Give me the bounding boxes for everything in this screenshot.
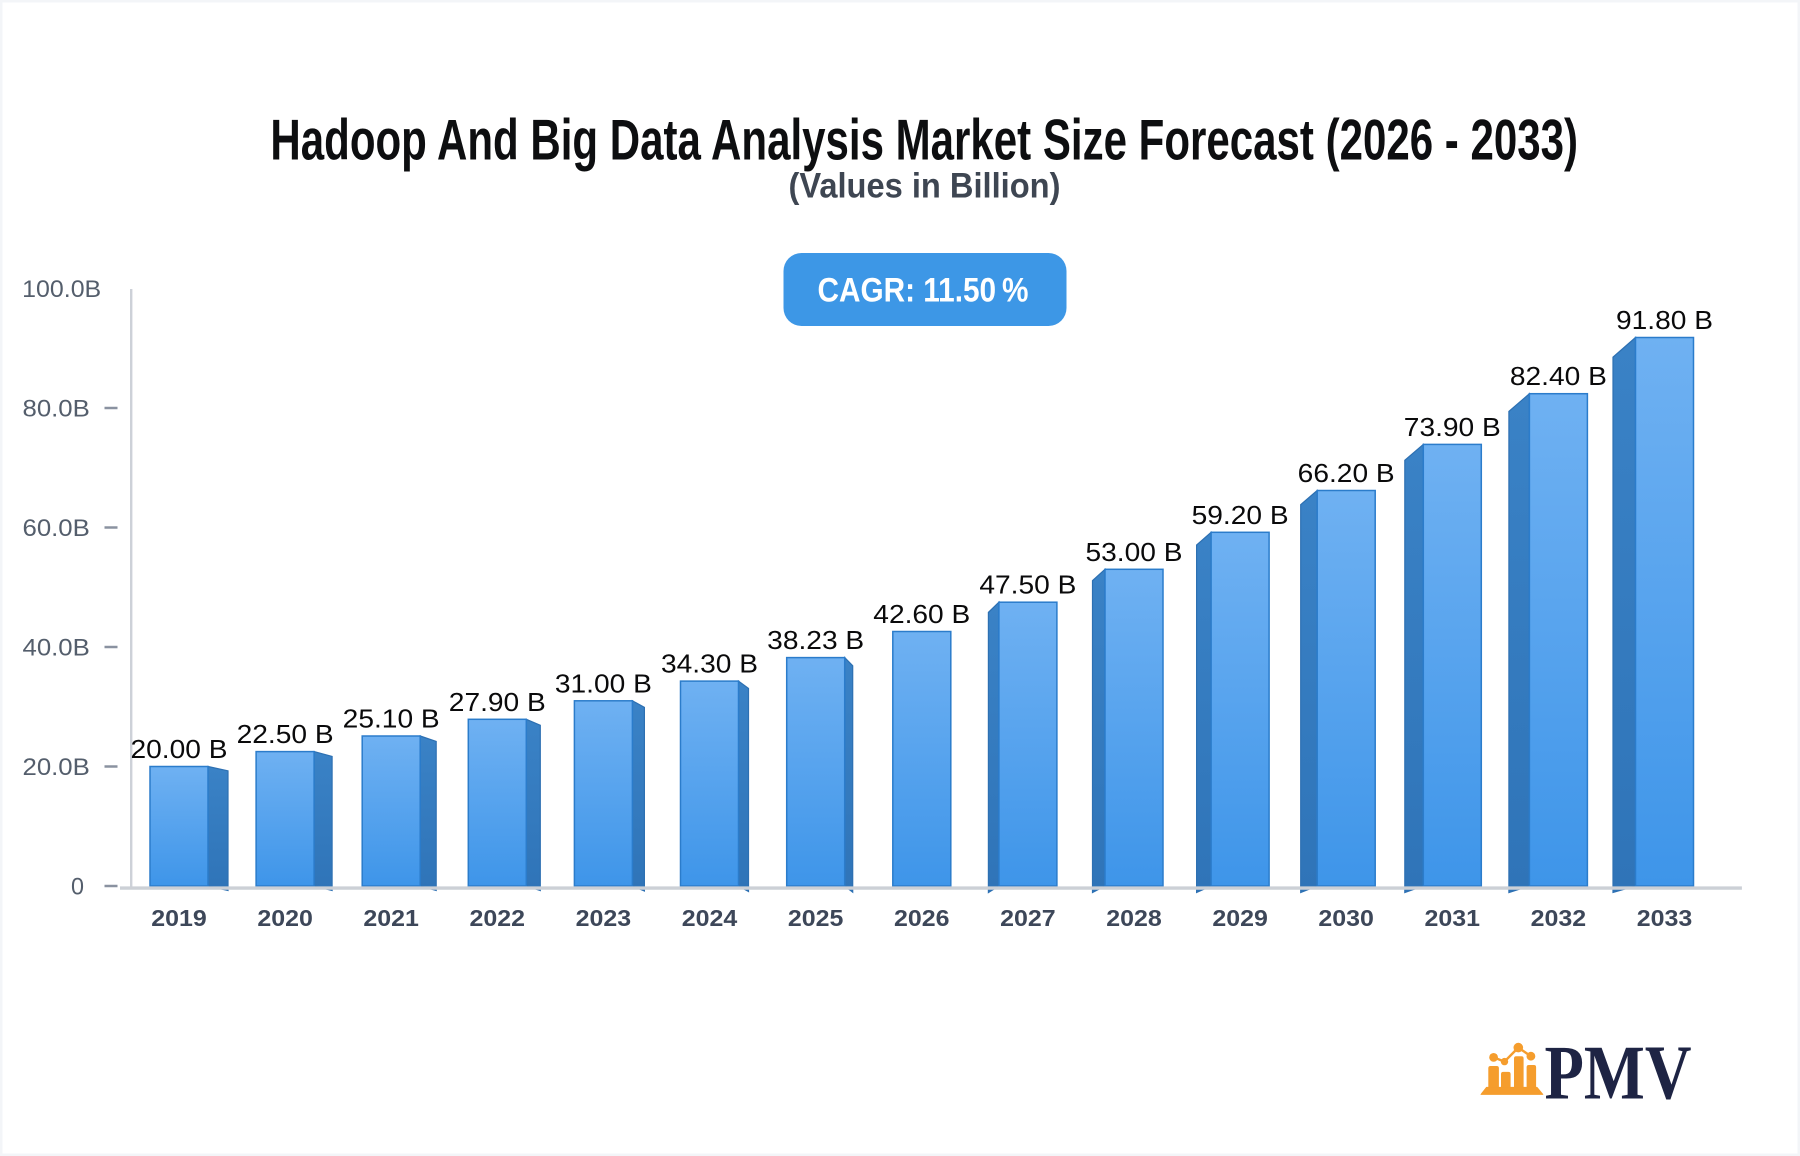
svg-text:82.40 B: 82.40 B xyxy=(1510,361,1607,391)
svg-text:47.50 B: 47.50 B xyxy=(979,570,1076,600)
svg-text:25.10 B: 25.10 B xyxy=(343,704,440,734)
svg-text:2024: 2024 xyxy=(682,905,738,931)
svg-text:91.80 B: 91.80 B xyxy=(1616,305,1713,335)
svg-text:2025: 2025 xyxy=(788,905,844,931)
svg-text:2033: 2033 xyxy=(1637,905,1693,931)
svg-text:2023: 2023 xyxy=(576,905,632,931)
svg-text:2021: 2021 xyxy=(363,905,419,931)
svg-text:0: 0 xyxy=(71,874,84,901)
svg-text:59.20 B: 59.20 B xyxy=(1192,500,1289,530)
svg-text:53.00 B: 53.00 B xyxy=(1086,537,1183,567)
svg-text:2032: 2032 xyxy=(1531,905,1587,931)
svg-text:27.90 B: 27.90 B xyxy=(449,687,546,717)
svg-text:2022: 2022 xyxy=(470,905,526,931)
svg-text:PMV: PMV xyxy=(1545,1030,1692,1116)
svg-text:40.0B: 40.0B xyxy=(23,635,90,662)
svg-text:20.00 B: 20.00 B xyxy=(131,734,228,764)
svg-text:80.0B: 80.0B xyxy=(23,396,90,423)
svg-text:34.30 B: 34.30 B xyxy=(661,649,758,679)
svg-text:2029: 2029 xyxy=(1212,905,1268,931)
svg-text:2027: 2027 xyxy=(1000,905,1056,931)
svg-text:2031: 2031 xyxy=(1425,905,1481,931)
svg-text:66.20 B: 66.20 B xyxy=(1298,458,1395,488)
svg-text:42.60 B: 42.60 B xyxy=(873,599,970,629)
svg-text:CAGR: 11.50 %: CAGR: 11.50 % xyxy=(818,272,1029,310)
svg-text:20.0B: 20.0B xyxy=(23,754,90,781)
svg-text:Hadoop And Big Data Analysis M: Hadoop And Big Data Analysis Market Size… xyxy=(270,109,1578,173)
svg-text:2019: 2019 xyxy=(151,905,207,931)
svg-text:2030: 2030 xyxy=(1318,905,1374,931)
svg-text:(Values in Billion): (Values in Billion) xyxy=(789,167,1061,206)
svg-text:2026: 2026 xyxy=(894,905,950,931)
svg-text:2028: 2028 xyxy=(1106,905,1162,931)
svg-text:60.0B: 60.0B xyxy=(23,515,90,542)
svg-text:22.50 B: 22.50 B xyxy=(237,719,334,749)
svg-text:2020: 2020 xyxy=(257,905,313,931)
svg-text:73.90 B: 73.90 B xyxy=(1404,412,1501,442)
svg-text:31.00 B: 31.00 B xyxy=(555,668,652,698)
svg-text:38.23 B: 38.23 B xyxy=(767,625,864,655)
svg-text:100.0B: 100.0B xyxy=(22,276,101,303)
